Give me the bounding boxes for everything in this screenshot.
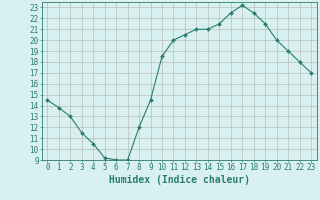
X-axis label: Humidex (Indice chaleur): Humidex (Indice chaleur) bbox=[109, 175, 250, 185]
